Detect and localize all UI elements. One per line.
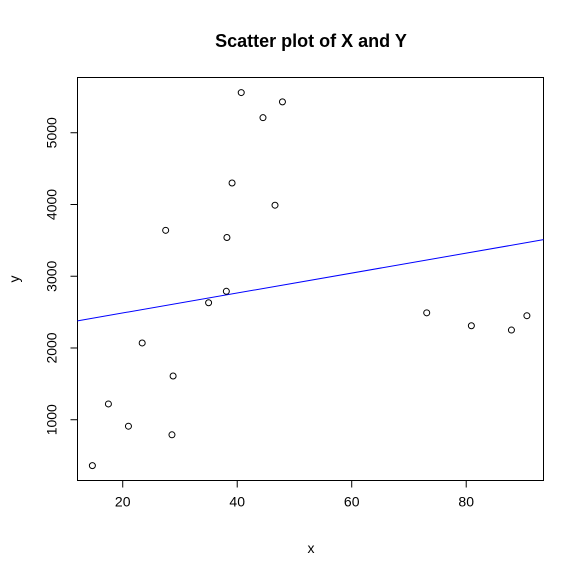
data-point: [507, 326, 515, 334]
data-point: [162, 226, 170, 234]
data-point: [259, 114, 267, 122]
data-point: [271, 201, 279, 209]
data-point: [168, 431, 176, 439]
data-points: [88, 89, 531, 470]
y-tick-label: 2000: [44, 332, 60, 363]
x-axis-label: x: [308, 540, 315, 556]
plot-frame: [77, 77, 544, 481]
x-tick-label: 40: [229, 494, 245, 510]
data-point: [523, 312, 531, 320]
y-tick-label: 1000: [44, 404, 60, 435]
data-point: [222, 287, 230, 295]
data-point: [228, 179, 236, 187]
data-point: [138, 339, 146, 347]
data-point: [88, 462, 96, 470]
regression-line: [77, 239, 544, 322]
data-point: [278, 98, 286, 106]
data-point: [467, 322, 475, 330]
x-axis: 20 40 60 80: [115, 480, 474, 510]
chart-title: Scatter plot of X and Y: [215, 31, 407, 51]
data-point: [205, 299, 213, 307]
data-point: [104, 400, 112, 408]
y-axis: 1000 2000 3000 4000 5000: [44, 117, 78, 435]
data-point: [237, 89, 245, 97]
data-point: [169, 372, 177, 380]
x-tick-label: 20: [115, 494, 131, 510]
y-tick-label: 3000: [44, 260, 60, 291]
y-axis-label: y: [6, 276, 22, 283]
data-point: [124, 422, 132, 430]
x-tick-label: 60: [344, 494, 360, 510]
data-point: [423, 309, 431, 317]
y-tick-label: 5000: [44, 117, 60, 148]
data-point: [223, 233, 231, 241]
x-tick-label: 80: [458, 494, 474, 510]
y-tick-label: 4000: [44, 189, 60, 220]
regression-line-layer: [77, 239, 544, 322]
